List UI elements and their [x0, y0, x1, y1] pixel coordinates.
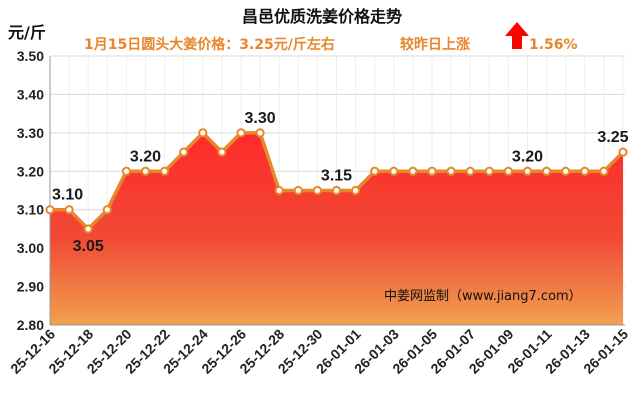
x-tick-labels: 25-12-1625-12-1825-12-2025-12-2225-12-24…	[7, 326, 631, 377]
data-point-25-12-27	[255, 128, 265, 138]
y-axis-label: 元/斤	[8, 23, 46, 42]
data-point-26-01-07	[465, 166, 475, 176]
data-point-26-01-08	[484, 166, 494, 176]
data-points	[45, 128, 628, 234]
change-label: 较昨日上涨	[400, 36, 470, 53]
data-point-26-01-03	[389, 166, 399, 176]
data-point-26-01-01	[351, 185, 361, 196]
data-label-25-12-31: 3.15	[321, 168, 352, 185]
y-tick-label: 3.50	[17, 48, 44, 64]
data-point-25-12-20	[121, 166, 132, 176]
data-label-25-12-27: 3.30	[245, 110, 276, 127]
data-label-25-12-21: 3.20	[130, 148, 161, 165]
data-point-25-12-26	[236, 128, 246, 138]
data-label-25-12-16: 3.10	[52, 187, 83, 204]
data-point-25-12-31	[331, 185, 342, 196]
y-tick-label: 3.00	[17, 240, 44, 256]
data-point-26-01-06	[446, 166, 456, 176]
y-tick-label: 2.80	[17, 317, 44, 333]
area-series	[50, 132, 623, 325]
axes	[49, 56, 625, 326]
data-point-25-12-19	[102, 205, 112, 215]
y-tick-label: 2.90	[17, 279, 44, 295]
data-point-26-01-14	[599, 166, 609, 176]
y-tick-labels: 3.50 3.40 3.30 3.20 3.10 3.00 2.90 2.80	[17, 48, 44, 333]
source-credit: 中姜网监制（www.jiang7.com）	[384, 289, 582, 304]
y-tick-label: 3.30	[17, 125, 44, 141]
data-point-25-12-29	[293, 185, 303, 196]
y-tick-label: 3.40	[17, 86, 44, 102]
data-point-25-12-18	[83, 224, 93, 234]
data-point-26-01-05	[427, 166, 437, 176]
data-point-25-12-25	[217, 147, 227, 157]
data-point-26-01-13	[580, 166, 590, 176]
data-point-25-12-30	[312, 185, 322, 196]
data-point-26-01-15	[618, 147, 628, 157]
data-point-26-01-02	[370, 166, 380, 176]
data-point-25-12-21	[140, 166, 151, 176]
data-point-25-12-22	[160, 166, 170, 176]
y-tick-label: 3.20	[17, 163, 44, 179]
data-point-26-01-09	[503, 166, 513, 176]
data-point-26-01-11	[542, 166, 552, 176]
price-note: 1月15日圆头大姜价格：3.25元/斤左右	[84, 36, 335, 53]
data-point-25-12-28	[274, 185, 284, 196]
data-labels: 3.10 3.05 3.20 3.30 3.15 3.20 3.25	[52, 110, 629, 255]
data-point-26-01-04	[408, 166, 418, 176]
data-point-26-01-10	[522, 166, 533, 176]
data-point-26-01-12	[561, 166, 571, 176]
data-label-26-01-15: 3.25	[597, 129, 628, 146]
data-point-25-12-17	[64, 205, 74, 215]
data-point-25-12-23	[179, 147, 189, 157]
data-point-25-12-16	[45, 205, 55, 215]
area-fill	[50, 132, 623, 325]
change-value: 1.56%	[529, 37, 578, 53]
data-label-25-12-18: 3.05	[73, 238, 104, 255]
chart-title: 昌邑优质洗姜价格走势	[242, 7, 402, 26]
data-label-26-01-10: 3.20	[512, 148, 543, 165]
data-point-25-12-24	[198, 128, 208, 138]
y-tick-label: 3.10	[17, 202, 44, 218]
arrow-up-icon	[505, 22, 529, 49]
